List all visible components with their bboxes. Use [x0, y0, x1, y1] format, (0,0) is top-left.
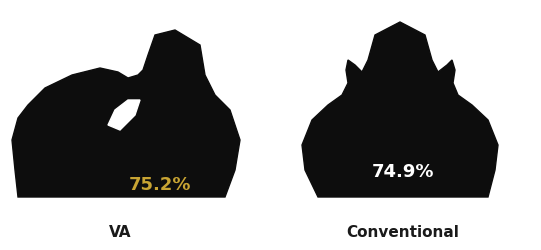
Text: Conventional: Conventional [347, 225, 459, 240]
Text: 75.2%: 75.2% [129, 176, 192, 194]
Polygon shape [108, 100, 140, 130]
Text: VA: VA [109, 225, 131, 240]
Polygon shape [302, 22, 498, 197]
Text: 74.9%: 74.9% [372, 163, 434, 181]
Polygon shape [12, 30, 240, 197]
